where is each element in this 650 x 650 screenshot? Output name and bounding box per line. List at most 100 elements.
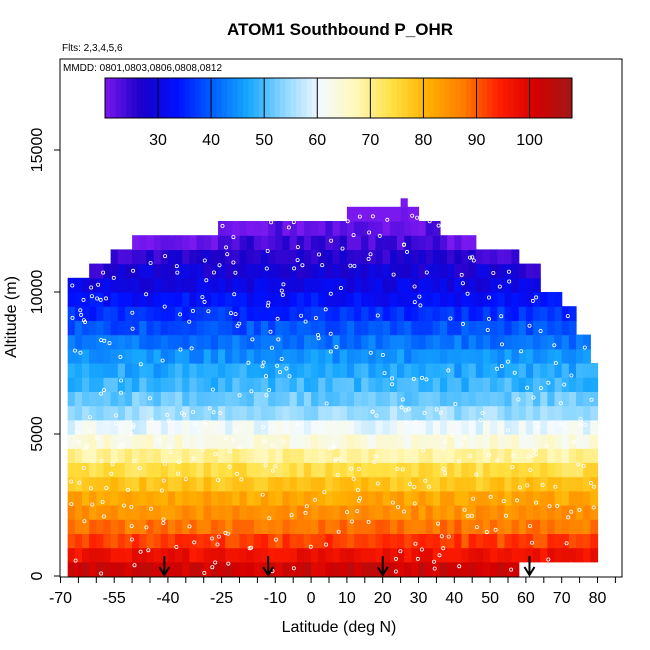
heatmap-cell	[361, 363, 369, 378]
heatmap-cell	[540, 306, 548, 321]
heatmap-cell	[511, 249, 520, 265]
heatmap-cell	[260, 292, 269, 307]
heatmap-cell	[103, 263, 112, 279]
heatmap-cell	[132, 462, 140, 478]
heatmap-cell	[303, 434, 312, 449]
heatmap-cell	[318, 490, 327, 506]
heatmap-cell	[74, 490, 83, 506]
heatmap-cell	[296, 547, 305, 563]
sample-point	[399, 405, 404, 410]
sample-point	[351, 233, 356, 238]
heatmap-cell	[67, 476, 76, 492]
heatmap-cell	[260, 490, 269, 506]
heatmap-cell	[175, 533, 183, 549]
heatmap-cell	[203, 405, 212, 421]
heatmap-cell	[303, 221, 312, 236]
heatmap-cell	[411, 505, 420, 520]
heatmap-cell	[568, 363, 577, 378]
sample-point	[356, 498, 361, 503]
heatmap-cell	[189, 306, 198, 321]
heatmap-cell	[81, 320, 90, 336]
heatmap-cell	[117, 547, 126, 563]
heatmap-cell	[132, 277, 140, 293]
heatmap-cell	[89, 277, 97, 293]
heatmap-cell	[447, 561, 455, 577]
heatmap-cell	[289, 363, 298, 378]
sample-point	[415, 556, 420, 561]
heatmap-cell	[110, 348, 119, 364]
heatmap-cell	[218, 363, 226, 378]
sample-point	[328, 291, 333, 296]
sample-point	[260, 364, 265, 369]
sample-point	[532, 448, 537, 453]
heatmap-cell	[325, 405, 334, 421]
heatmap-cell	[454, 334, 463, 350]
colorbar-step	[173, 78, 180, 118]
colorbar-step	[540, 78, 546, 118]
heatmap-cell	[397, 391, 405, 407]
heatmap-cell	[368, 547, 377, 563]
heatmap-cell	[89, 561, 97, 577]
heatmap-cell	[325, 391, 334, 407]
sample-point	[129, 524, 134, 529]
heatmap-cell	[418, 320, 427, 336]
heatmap-cell	[397, 434, 405, 449]
sample-point	[237, 393, 242, 398]
sample-point	[157, 438, 162, 443]
heatmap-cell	[475, 448, 484, 463]
heatmap-cell	[461, 320, 470, 336]
heatmap-cell	[81, 434, 90, 449]
sample-point	[276, 337, 281, 342]
heatmap-cell	[497, 476, 506, 492]
heatmap-cell	[454, 292, 463, 307]
heatmap-cell	[260, 377, 269, 392]
heatmap-cell	[554, 448, 563, 463]
heatmap-cell	[239, 490, 248, 506]
colorbar-frame	[104, 77, 573, 119]
sample-point	[446, 368, 451, 373]
heatmap-cell	[533, 519, 541, 534]
heatmap-cell	[239, 363, 248, 378]
heatmap-cell	[354, 320, 362, 336]
sample-point	[163, 254, 168, 259]
heatmap-cell	[132, 235, 140, 250]
heatmap-cell	[117, 306, 126, 321]
heatmap-cell	[67, 519, 76, 534]
heatmap-cell	[239, 561, 248, 577]
heatmap-cell	[67, 377, 76, 392]
heatmap-cell	[382, 505, 391, 520]
heatmap-cell	[167, 490, 176, 506]
heatmap-cell	[146, 249, 155, 265]
heatmap-cell	[525, 533, 534, 549]
heatmap-cell	[246, 221, 255, 236]
heatmap-cell	[482, 292, 491, 307]
sample-point	[402, 242, 407, 247]
sample-point	[357, 214, 362, 219]
heatmap-cell	[346, 263, 355, 279]
heatmap-cell	[260, 391, 269, 407]
sample-point	[423, 478, 428, 483]
heatmap-cell	[332, 320, 341, 336]
sample-point	[90, 502, 95, 507]
colorbar-step	[115, 78, 122, 118]
heatmap-cell	[325, 490, 334, 506]
heatmap-cell	[533, 476, 541, 492]
heatmap-cell	[311, 547, 319, 563]
colorbar-step	[455, 78, 462, 118]
heatmap-cell	[89, 320, 97, 336]
heatmap-cell	[504, 292, 513, 307]
heatmap-cell	[246, 519, 255, 534]
heatmap-cell	[210, 434, 219, 449]
sample-point	[176, 460, 181, 465]
sample-point	[368, 350, 373, 355]
heatmap-cell	[260, 547, 269, 563]
heatmap-cell	[89, 334, 97, 350]
heatmap-cell	[67, 292, 76, 307]
heatmap-cell	[461, 448, 470, 463]
sample-point	[226, 561, 231, 566]
heatmap-cell	[218, 320, 226, 336]
heatmap-cell	[425, 334, 434, 350]
heatmap-cell	[540, 448, 548, 463]
heatmap-cell	[497, 490, 506, 506]
heatmap-cell	[561, 533, 570, 549]
